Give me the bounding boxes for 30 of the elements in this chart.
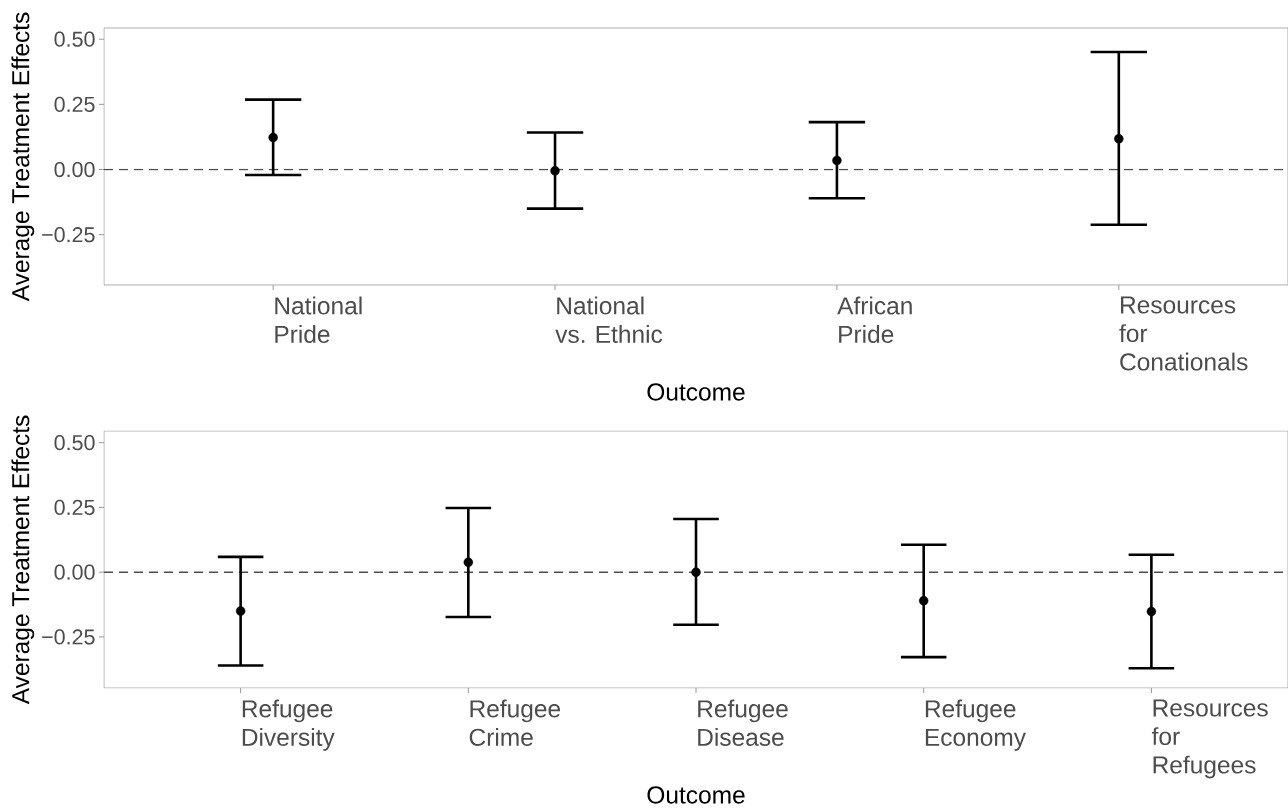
y-tick-label: 0.50 [54,435,95,451]
x-tick-label: Refugee Diversity [242,699,335,751]
y-tick-label: 0.00 [54,161,95,178]
y-tick-label: −0.25 [42,227,95,243]
x-tick-label: Refugee Economy [925,699,1026,751]
y-tick-label: 0.00 [54,564,95,580]
point [1114,134,1124,144]
y-tick-label: −0.25 [42,629,95,645]
y-tick-label: 0.50 [54,31,95,47]
y-tick-label: 0.25 [54,96,95,112]
y-tick-label: 0.25 [54,499,95,516]
x-tick-label: Resources for Conationals [1119,296,1248,371]
point [550,166,560,176]
point [918,595,929,606]
x-tick-label: African Pride [837,296,912,344]
point [463,557,474,568]
point [832,155,842,166]
x-tick-label: Refugee Crime [469,699,561,746]
x-tick-label: Refugee Disease [698,699,788,746]
x-tick-label: Resources for Refugees [1151,699,1268,779]
x-axis-title: Outcome [647,786,745,804]
x-tick-label: National Pride [275,296,362,344]
point [691,567,701,577]
y-axis-title: Average Treatment Effects [11,12,35,302]
point [268,132,278,143]
point [235,606,246,616]
y-axis-title: Average Treatment Effects [11,415,35,705]
x-tick-label: National vs. Ethnic [555,296,663,344]
x-axis-title: Outcome [647,383,745,401]
point [1146,606,1157,617]
